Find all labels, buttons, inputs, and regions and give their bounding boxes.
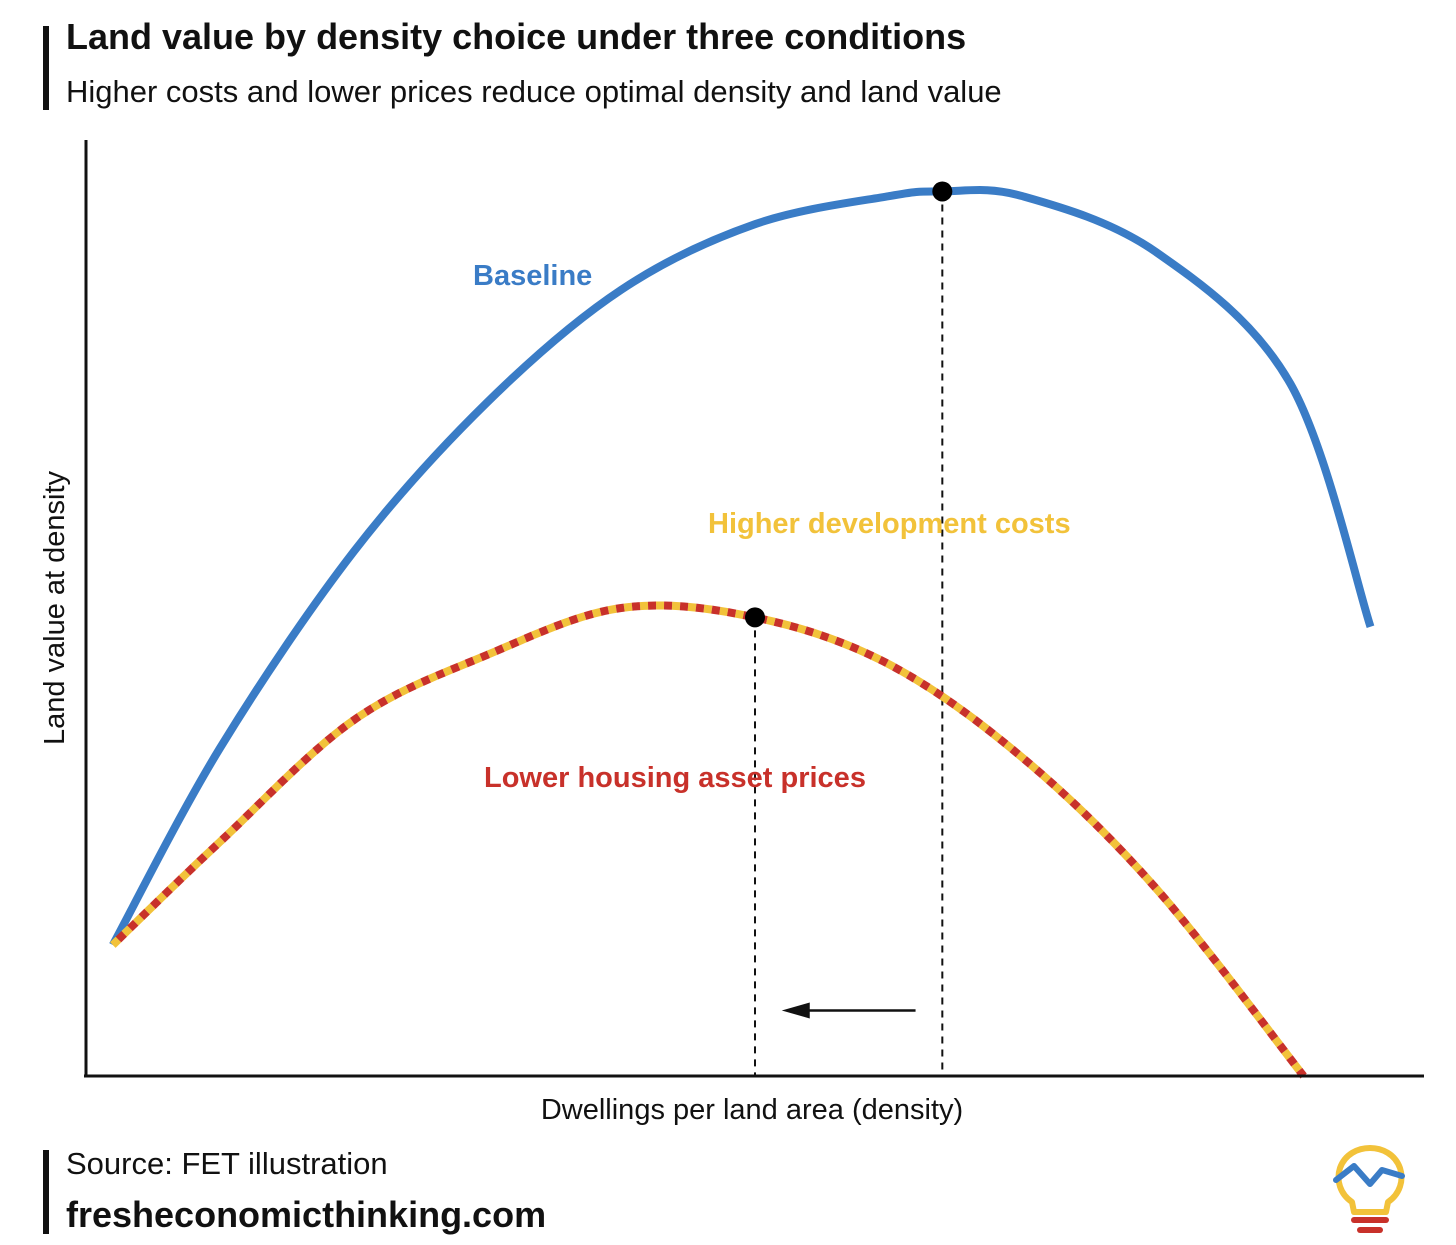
legend-label-baseline: Baseline xyxy=(473,260,592,292)
source-note: Source: FET illustration xyxy=(66,1146,388,1181)
optimum-point-1 xyxy=(932,181,953,202)
chart-subtitle: Higher costs and lower prices reduce opt… xyxy=(66,74,1002,109)
lightbulb-logo-icon xyxy=(1333,1145,1405,1233)
x-axis-label: Dwellings per land area (density) xyxy=(541,1094,963,1126)
chart-plot: Baseline Higher development costs Lower … xyxy=(39,140,1424,1126)
y-axis-label: Land value at density xyxy=(39,470,71,745)
optimum-point-2 xyxy=(745,607,765,628)
legend-label-lower-prices: Lower housing asset prices xyxy=(484,762,866,794)
series-line-higher-development-costs xyxy=(110,601,1307,1079)
website-link[interactable]: fresheconomicthinking.com xyxy=(66,1194,547,1235)
legend-label-higher-costs: Higher development costs xyxy=(708,508,1071,540)
footer-accent-bar xyxy=(43,1150,49,1234)
chart-title: Land value by density choice under three… xyxy=(66,16,967,57)
title-accent-bar xyxy=(43,26,49,110)
shift-arrow-head xyxy=(781,1002,810,1019)
series-line-lower-housing-asset-prices xyxy=(110,601,1307,1079)
series-line-baseline xyxy=(109,186,1375,947)
